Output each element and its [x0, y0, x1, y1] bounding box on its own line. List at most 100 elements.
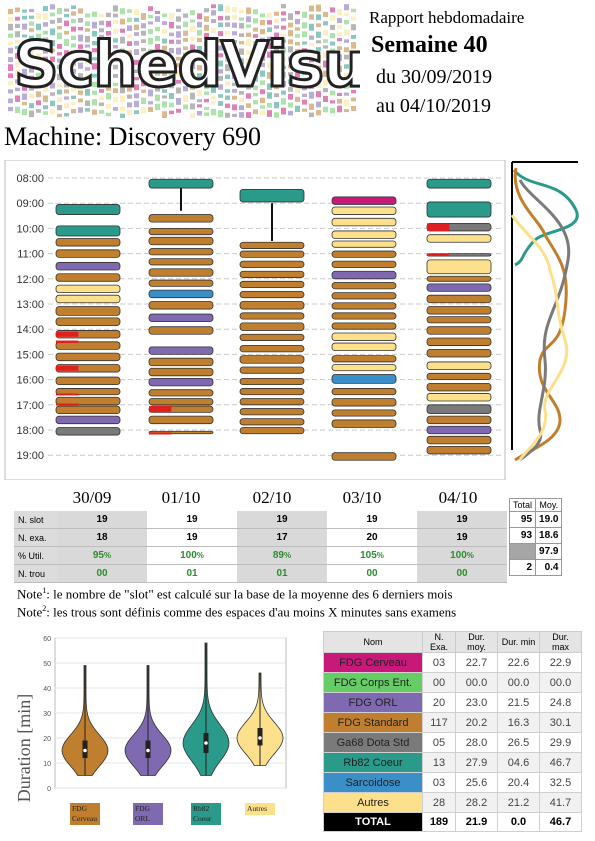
logo-mosaic-cell	[127, 41, 132, 47]
logo-mosaic-cell	[43, 79, 48, 84]
logo-mosaic-cell	[316, 110, 321, 116]
logo-mosaic-cell	[106, 55, 111, 63]
exam-block	[331, 322, 397, 330]
total-exa-count: 189	[422, 812, 456, 832]
logo-mosaic-cell	[239, 97, 244, 103]
logo-mosaic-cell	[155, 35, 160, 42]
logo-mosaic-cell	[218, 15, 223, 21]
logo-mosaic-cell	[274, 84, 279, 90]
logo-mosaic-cell	[316, 23, 321, 28]
logo-mosaic-cell	[246, 103, 251, 108]
logo-mosaic-cell	[71, 108, 76, 114]
logo-mosaic-cell	[71, 69, 76, 74]
logo-mosaic-cell	[260, 80, 265, 85]
hour-tick-label: 16:00	[16, 375, 44, 387]
day-label: 01/10	[161, 488, 201, 507]
total-util-blank	[508, 543, 537, 560]
exam-block	[426, 201, 492, 218]
hour-tick-label: 19:00	[16, 450, 44, 462]
logo-mosaic-cell	[225, 81, 230, 86]
logo-mosaic-cell	[344, 109, 349, 113]
hour-tick-label: 08:00	[16, 173, 44, 185]
logo-mosaic-cell	[57, 104, 62, 111]
logo-mosaic-cell	[15, 45, 20, 50]
logo-mosaic-cell	[218, 69, 223, 74]
logo-mosaic-cell	[246, 32, 251, 37]
logo-mosaic-cell	[253, 109, 258, 115]
logo-mosaic-cell	[78, 8, 83, 14]
logo-mosaic-cell	[15, 24, 20, 29]
category-row: Rb82 Coeur 13 27.9 04.6 46.7	[323, 752, 582, 773]
logo-mosaic-cell	[134, 69, 139, 74]
exam-block	[426, 361, 492, 370]
duration-violin-chart: 0102030405060FDGCerveauFDGORLRb82CoeurAu…	[14, 636, 287, 825]
logo-mosaic-cell	[50, 28, 55, 36]
logo-mosaic-cell	[155, 10, 160, 15]
logo-mosaic-cell	[267, 83, 272, 90]
exam-block	[331, 260, 397, 268]
logo-mosaic-cell	[281, 107, 286, 115]
logo-mosaic-cell	[183, 86, 188, 92]
logo-mosaic-cell	[197, 99, 202, 103]
logo-mosaic-cell	[113, 64, 118, 70]
logo-mosaic-cell	[50, 82, 55, 89]
logo-mosaic-cell	[246, 58, 251, 66]
category-exa-count: 03	[422, 652, 456, 673]
logo-mosaic-cell	[302, 48, 307, 52]
exam-block	[148, 326, 214, 335]
exam-block	[331, 374, 397, 384]
date-to: au 04/10/2019	[376, 95, 491, 117]
logo-mosaic-cell	[36, 23, 41, 31]
logo-mosaic-cell	[50, 64, 55, 70]
logo-mosaic-cell	[288, 79, 293, 85]
exam-block	[148, 279, 214, 287]
category-max-duration: 22.9	[539, 652, 582, 673]
category-mean-duration: 27.9	[455, 752, 498, 773]
category-max-duration: 00.0	[539, 672, 582, 693]
logo-mosaic-cell	[106, 39, 111, 46]
exam-block	[426, 445, 492, 455]
logo-mosaic-cell	[36, 33, 41, 40]
logo-mosaic-cell	[15, 31, 20, 38]
exam-block	[426, 234, 492, 243]
logo-mosaic-cell	[85, 13, 90, 18]
logo-mosaic-cell	[281, 17, 286, 22]
util-cell: 100%	[147, 546, 237, 565]
logo-mosaic-cell	[162, 101, 167, 108]
logo-mosaic-cell	[64, 20, 69, 27]
hour-tick-label: 12:00	[16, 274, 44, 286]
logo-mosaic-cell	[64, 50, 69, 56]
exam-block	[426, 337, 492, 346]
logo-mosaic-cell	[43, 6, 48, 12]
logo-mosaic-cell	[134, 49, 139, 55]
logo-mosaic-cell	[204, 32, 209, 40]
y-tick-label: 10	[43, 761, 51, 768]
y-tick-label: 50	[43, 661, 51, 668]
logo-mosaic-cell	[337, 32, 342, 36]
logo-mosaic-cell	[148, 89, 153, 97]
logo-mosaic-cell	[169, 110, 174, 115]
logo-mosaic-cell	[57, 83, 62, 88]
logo-mosaic-cell	[330, 81, 335, 86]
logo-mosaic-cell	[204, 8, 209, 13]
logo-mosaic-cell	[113, 45, 118, 49]
logo-mosaic-cell	[190, 25, 195, 32]
note-1: Note1: le nombre de "slot" est calculé s…	[17, 586, 453, 602]
logo-mosaic-cell	[134, 17, 139, 22]
logo-mosaic-cell	[50, 71, 55, 79]
logo-mosaic-cell	[8, 98, 13, 104]
logo-mosaic-cell	[267, 12, 272, 19]
gap-marker	[427, 223, 450, 231]
logo-mosaic-cell	[176, 63, 181, 68]
logo-mosaic-cell	[337, 54, 342, 62]
logo-mosaic-cell	[85, 21, 90, 26]
logo-mosaic-cell	[323, 11, 328, 18]
logo-mosaic-cell	[330, 66, 335, 70]
logo-mosaic-cell	[323, 106, 328, 113]
exam-block	[55, 396, 121, 406]
logo-mosaic-cell	[232, 104, 237, 111]
logo-mosaic-cell	[267, 102, 272, 108]
logo-mosaic-cell	[295, 41, 300, 46]
logo-mosaic-cell	[253, 18, 258, 24]
exam-block	[331, 388, 397, 396]
